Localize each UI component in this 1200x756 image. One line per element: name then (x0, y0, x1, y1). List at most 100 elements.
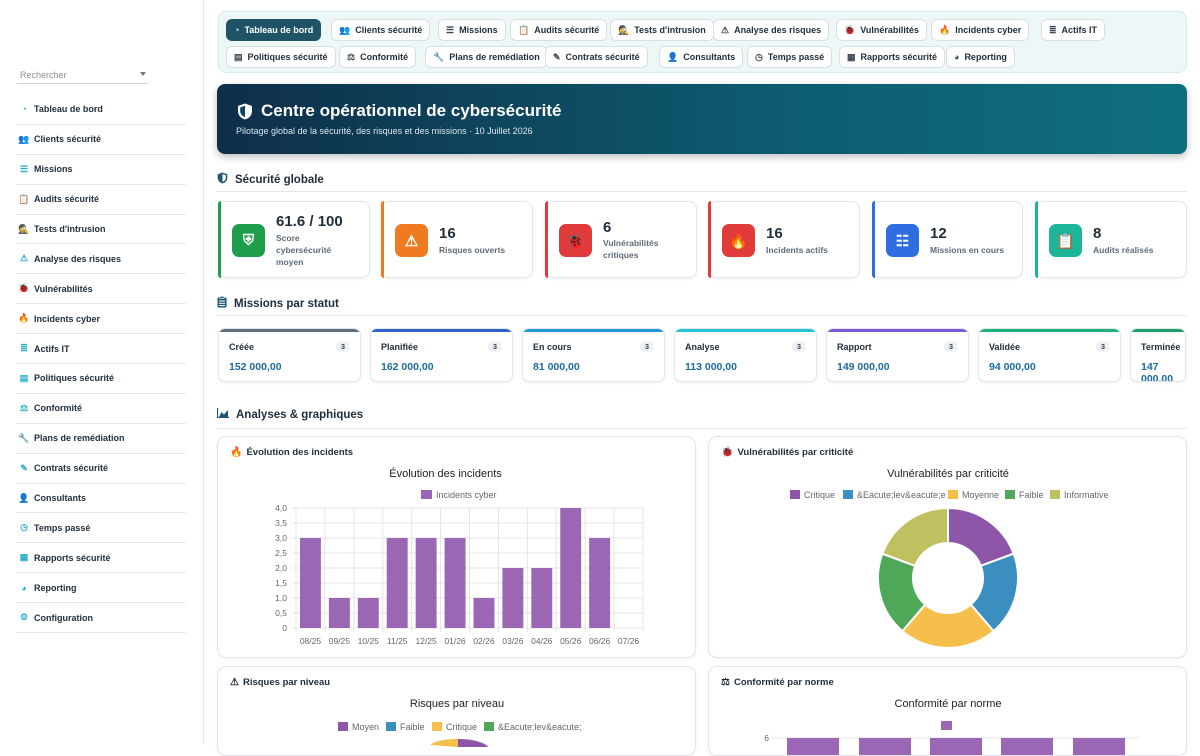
sidebar-item-label: Reporting (34, 582, 77, 593)
tab-label: Plans de remédiation (449, 52, 540, 62)
sidebar-item-17[interactable]: ⚙ Configuration (16, 603, 186, 634)
sidebar-item-label: Plans de remédiation (34, 433, 125, 444)
bar[interactable] (1073, 738, 1125, 756)
tab-10[interactable]: ⚖ Conformité (339, 46, 417, 68)
tab-11[interactable]: 🔧 Plans de remédiation (425, 46, 548, 68)
clipboard-list-icon (217, 296, 227, 311)
sidebar-item-0[interactable]: ◔ Tableau de bord (16, 95, 186, 125)
sidebar-item-9[interactable]: ▤ Politiques sécurité (16, 364, 186, 394)
tab-label: Tableau de bord (244, 25, 314, 35)
tab-4[interactable]: 🕵 Tests d'intrusion (610, 19, 714, 41)
compliance-card-title: Conformité par norme (733, 677, 834, 688)
status-card[interactable]: En cours 3 81 000,00 (522, 328, 665, 382)
y-tick-label: 0,5 (275, 608, 287, 618)
status-name: Créée (229, 342, 255, 352)
bar[interactable] (328, 598, 350, 628)
bar[interactable] (386, 538, 408, 628)
status-name: Validée (989, 342, 1021, 352)
legend-swatch (941, 721, 952, 730)
status-amount: 152 000,00 (229, 361, 282, 373)
tab-label: Audits sécurité (534, 25, 600, 35)
tab-9[interactable]: ▤ Politiques sécurité (226, 46, 336, 68)
wrench-icon: 🔧 (433, 51, 445, 62)
tab-3[interactable]: 📋 Audits sécurité (510, 19, 608, 41)
tab-2[interactable]: ☰ Missions (438, 19, 506, 41)
pie-icon: ◕ (954, 52, 960, 62)
bar[interactable] (473, 598, 495, 628)
sidebar-item-label: Politiques sécurité (34, 373, 115, 384)
legend-label: Informative (1064, 490, 1109, 500)
sidebar-item-2[interactable]: ☰ Missions (16, 155, 186, 185)
bar[interactable] (300, 538, 321, 628)
chevron-down-icon[interactable] (140, 72, 146, 76)
sidebar-item-11[interactable]: 🔧 Plans de remédiation (16, 424, 186, 454)
bar[interactable] (531, 568, 553, 628)
tab-6[interactable]: 🐞 Vulnérabilités (836, 19, 927, 41)
tab-label: Tests d'intrusion (634, 25, 706, 35)
sidebar: Rechercher ◔ Tableau de bord 👥 Clients sécu… (0, 0, 204, 743)
donut-slice[interactable] (881, 506, 949, 568)
legend-swatch (1005, 490, 1015, 499)
bar[interactable] (1001, 738, 1053, 756)
status-card[interactable]: Validée 3 94 000,00 (978, 328, 1121, 382)
bar[interactable] (930, 738, 982, 756)
tab-8[interactable]: ≣ Actifs IT (1041, 19, 1106, 41)
kpi-label: Audits réalisés (1093, 245, 1154, 255)
sidebar-item-1[interactable]: 👥 Clients sécurité (16, 125, 186, 155)
sidebar-item-5[interactable]: ⚠ Analyse des risques (16, 244, 186, 275)
tab-15[interactable]: ▦ Rapports sécurité (839, 46, 946, 68)
divider (217, 191, 1187, 192)
tab-12[interactable]: ✎ Contrats sécurité (545, 46, 648, 68)
kpi-accent (872, 201, 875, 278)
sidebar-item-6[interactable]: 🐞 Vulnérabilités (16, 274, 186, 305)
status-card[interactable]: Terminée 147 000,00 (1130, 328, 1186, 382)
bar[interactable] (502, 568, 524, 628)
sidebar-item-7[interactable]: 🔥 Incidents cyber (16, 304, 186, 335)
sidebar-item-15[interactable]: ▦ Rapports sécurité (16, 543, 186, 574)
bar[interactable] (444, 538, 466, 628)
tab-7[interactable]: 🔥 Incidents cyber (931, 19, 1030, 41)
bar[interactable] (859, 738, 911, 756)
tab-14[interactable]: ◷ Temps passé (747, 46, 833, 68)
section-missions-label: Missions par statut (234, 297, 339, 310)
sidebar-item-12[interactable]: ✎ Contrats sécurité (16, 454, 186, 484)
tab-13[interactable]: 👤 Consultants (659, 46, 744, 68)
tab-1[interactable]: 👥 Clients sécurité (331, 19, 431, 41)
x-tick-label: 09/25 (329, 636, 351, 646)
sidebar-item-4[interactable]: 🕵 Tests d'intrusion (16, 215, 186, 245)
bar[interactable] (787, 738, 839, 756)
search-select[interactable]: Rechercher (17, 67, 149, 84)
sidebar-item-8[interactable]: ≣ Actifs IT (16, 334, 186, 365)
status-count-badge: 3 (639, 341, 654, 352)
wrench-icon: 🔧 (18, 432, 30, 443)
status-card[interactable]: Analyse 3 113 000,00 (674, 328, 817, 382)
kpi-value: 16 (766, 225, 783, 242)
tab-label: Temps passé (767, 52, 825, 62)
y-tick-label: 3,5 (275, 518, 287, 528)
status-card[interactable]: Planifiée 3 162 000,00 (370, 328, 513, 382)
sidebar-item-10[interactable]: ⚖ Conformité (16, 394, 186, 424)
sidebar-item-13[interactable]: 👤 Consultants (16, 484, 186, 514)
sidebar-item-16[interactable]: ◕ Reporting (16, 573, 186, 604)
status-accent (979, 329, 1120, 332)
x-tick-label: 06/26 (589, 636, 611, 646)
incidents-bar-chart: Évolution des incidents Incidents cyber 4,… (275, 467, 644, 646)
sidebar-item-label: Rapports sécurité (34, 552, 111, 563)
sidebar-item-14[interactable]: ◷ Temps passé (16, 513, 186, 544)
tasks-icon: ☷ (886, 224, 919, 257)
status-card[interactable]: Rapport 3 149 000,00 (826, 328, 969, 382)
bar[interactable] (357, 598, 379, 628)
shield-icon: ⛨ (232, 224, 265, 257)
bar[interactable] (589, 538, 611, 628)
tab-label: Analyse des risques (734, 25, 822, 35)
hero-heading: Centre opérationnel de cybersécurité (237, 101, 561, 121)
tab-0[interactable]: ◔ Tableau de bord (226, 19, 322, 41)
bar[interactable] (415, 538, 437, 628)
chart-title: Vulnérabilités par criticité (887, 468, 1009, 480)
divider (217, 428, 1187, 429)
status-card[interactable]: Créée 3 152 000,00 (218, 328, 361, 382)
bar[interactable] (560, 508, 582, 628)
tab-16[interactable]: ◕ Reporting (946, 46, 1015, 68)
sidebar-item-3[interactable]: 📋 Audits sécurité (16, 185, 186, 215)
tab-5[interactable]: ⚠ Analyse des risques (713, 19, 830, 41)
